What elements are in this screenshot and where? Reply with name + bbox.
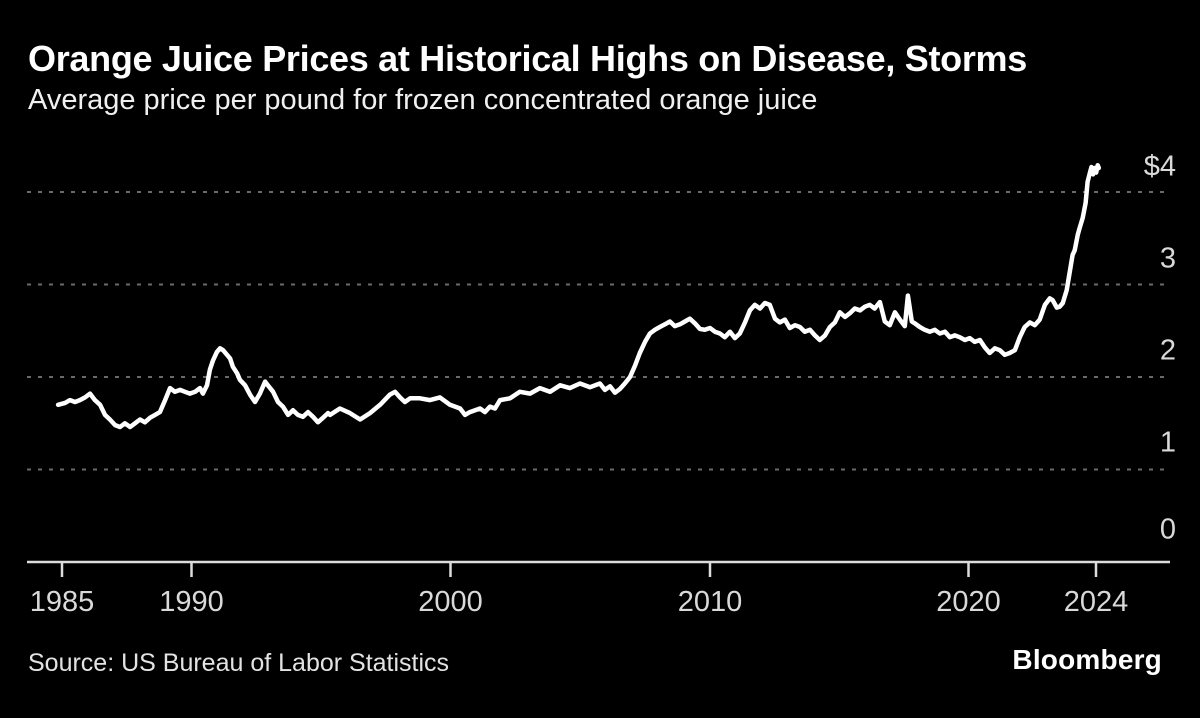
y-axis-tick-label: 0 [1159,513,1176,546]
y-axis-tick-label: 1 [1159,426,1176,459]
x-axis-tick-label: 2020 [936,586,1001,618]
price-line [55,162,1102,430]
chart-title: Orange Juice Prices at Historical Highs … [28,38,1027,79]
x-axis-tick-label: 2010 [677,586,743,618]
x-axis-tick-label: 2000 [418,586,483,618]
x-axis-tick-label: 1990 [159,586,224,618]
bloomberg-logo: Bloomberg [1012,644,1162,675]
chart-subtitle: Average price per pound for frozen conce… [28,84,818,116]
y-axis-tick-label: 2 [1159,334,1176,367]
x-axis-tick-label: 1985 [29,586,95,618]
x-axis-tick-label: 2024 [1063,586,1129,618]
y-axis-tick-label: $4 [1143,150,1176,183]
y-axis-tick-label: 3 [1159,242,1176,275]
source-text: Source: US Bureau of Labor Statistics [28,649,450,677]
